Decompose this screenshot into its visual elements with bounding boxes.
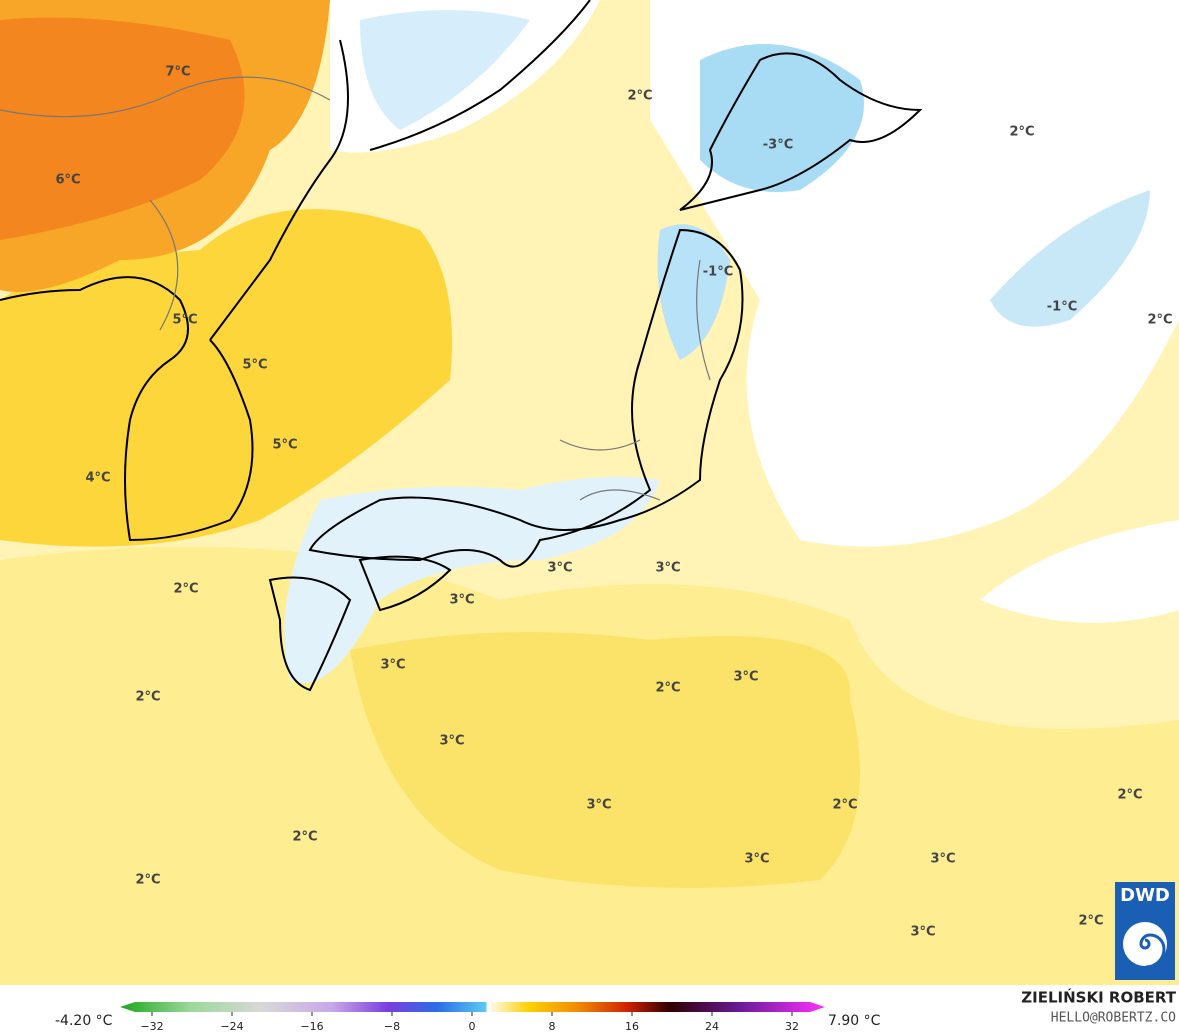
temp-label: 3°C [449,593,474,608]
colorbar-tick-label: −16 [300,1020,323,1033]
temp-label: 3°C [744,852,769,867]
temp-label: 3°C [910,925,935,940]
coastlines [0,0,923,692]
colorbar-ticks: −32 −24 −16 −8 0 8 16 24 32 [140,1012,799,1033]
colorbar-min: -4.20 °C [55,1013,113,1029]
colorbar-tick-label: −8 [384,1020,400,1033]
temp-label: 5°C [242,358,267,373]
temp-label: 3°C [655,561,680,576]
temp-label: 2°C [292,830,317,845]
temp-label: 2°C [655,681,680,696]
temp-label: 7°C [165,65,190,80]
temp-label: 2°C [135,873,160,888]
credit-email: HELLO@ROBERTZ.CO [1051,1011,1176,1026]
colorbar-tick-label: 32 [785,1020,799,1033]
colorbar-tick-label: 0 [469,1020,476,1033]
temperature-labels: 7°C 6°C 5°C 5°C 5°C 4°C 2°C -3°C -1°C 2°… [55,65,1172,940]
temp-label: 5°C [172,313,197,328]
temp-label: 3°C [547,561,572,576]
temp-label: 4°C [85,471,110,486]
temp-label: 2°C [1147,313,1172,328]
temp-label: 2°C [135,690,160,705]
borders [0,76,711,501]
temp-label: 2°C [627,89,652,104]
temp-label: -3°C [763,138,793,153]
logo-text: DWD [1120,885,1170,906]
temp-label: 3°C [380,658,405,673]
temp-label: -1°C [703,265,733,280]
colorbar-tick-label: 24 [705,1020,719,1033]
temp-label: 6°C [55,173,80,188]
temp-label: 3°C [733,670,758,685]
dwd-logo: DWD [1115,882,1175,980]
colorbar-tick-label: −24 [220,1020,243,1033]
colorbar-tick-label: −32 [140,1020,163,1033]
temp-label: 2°C [832,798,857,813]
temp-label: -1°C [1047,300,1077,315]
temp-label: 5°C [272,438,297,453]
colorbar-max: 7.90 °C [828,1013,881,1029]
colorbar-tick-label: 16 [625,1020,639,1033]
temp-label: 3°C [439,734,464,749]
temp-label: 2°C [1078,914,1103,929]
temp-label: 2°C [1117,788,1142,803]
map-background [0,0,1179,985]
temp-label: 2°C [173,582,198,597]
temp-label: 3°C [930,852,955,867]
temp-label: 2°C [1009,125,1034,140]
credit-name: ZIELIŃSKI ROBERT [1021,988,1176,1007]
colorbar [120,1002,825,1012]
temp-label: 3°C [586,798,611,813]
colorbar-tick-label: 8 [549,1020,556,1033]
